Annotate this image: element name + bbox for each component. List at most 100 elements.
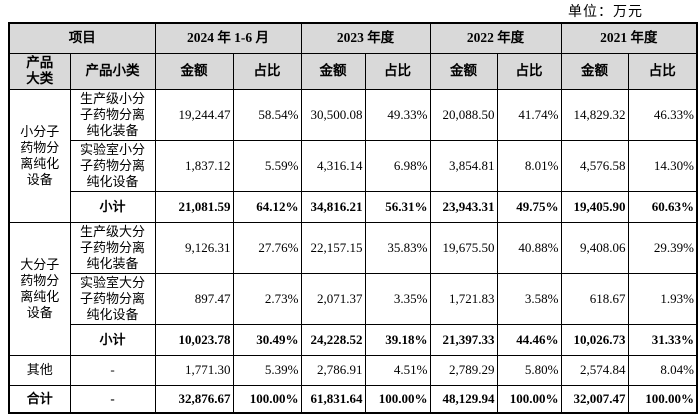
amount-cell: 21,081.59 <box>154 190 234 223</box>
ratio-cell: 3.58% <box>496 272 562 325</box>
ratio-cell: 2.73% <box>232 272 302 325</box>
ratio-cell: 49.75% <box>496 190 562 223</box>
amount-cell: 897.47 <box>154 272 234 325</box>
ratio-cell: 100.00% <box>627 384 698 414</box>
header-amount-2024: 金额 <box>154 52 234 90</box>
header-ratio-2022: 占比 <box>496 52 562 90</box>
header-amount-2021: 金额 <box>560 52 629 90</box>
ratio-cell: 5.80% <box>496 354 562 386</box>
header-amount-2022: 金额 <box>429 52 498 90</box>
header-amount-2023: 金额 <box>300 52 366 90</box>
header-ratio-2024: 占比 <box>232 52 302 90</box>
ratio-cell: 5.59% <box>232 139 302 192</box>
subcategory-label: 生产级大分 子药物分离 纯化装备 <box>69 221 156 274</box>
amount-cell: 30,500.08 <box>300 88 366 141</box>
amount-cell: 22,157.15 <box>300 221 366 274</box>
amount-cell: 2,789.29 <box>429 354 498 386</box>
amount-cell: 2,071.37 <box>300 272 366 325</box>
ratio-cell: 58.54% <box>232 88 302 141</box>
header-row-periods: 项目 2024 年 1-6 月 2023 年度 2022 年度 2021 年度 <box>8 22 698 54</box>
ratio-cell: 44.46% <box>496 323 562 356</box>
category-total: 合计 <box>8 384 71 414</box>
amount-cell: 34,816.21 <box>300 190 366 223</box>
ratio-cell: 100.00% <box>232 384 302 414</box>
header-period-2022: 2022 年度 <box>429 22 562 54</box>
amount-cell: 1,721.83 <box>429 272 498 325</box>
amount-cell: 1,837.12 <box>154 139 234 192</box>
subcategory-label: 实验室小分 子药物分离 纯化设备 <box>69 139 156 192</box>
subtotal-label: 小计 <box>69 323 156 356</box>
ratio-cell: 56.31% <box>364 190 431 223</box>
ratio-cell: 8.01% <box>496 139 562 192</box>
amount-cell: 32,876.67 <box>154 384 234 414</box>
ratio-cell: 49.33% <box>364 88 431 141</box>
row-prod-large-molecule: 大分子 药物分 离纯化 设备 生产级大分 子药物分离 纯化装备 9,126.31… <box>8 221 698 356</box>
amount-cell: 10,026.73 <box>560 323 629 356</box>
subcategory-label: 生产级小分 子药物分离 纯化装备 <box>69 88 156 141</box>
amount-cell: 9,408.06 <box>560 221 629 274</box>
row-subtotal-small-molecule: 小计 21,081.59 64.12% 34,816.21 56.31% 23,… <box>9 190 698 223</box>
amount-cell: 9,126.31 <box>154 221 234 274</box>
amount-cell: 618.67 <box>560 272 629 325</box>
ratio-cell: 4.51% <box>364 354 431 386</box>
amount-cell: 48,129.94 <box>429 384 498 414</box>
ratio-cell: 64.12% <box>232 190 302 223</box>
ratio-cell: 100.00% <box>364 384 431 414</box>
amount-cell: 21,397.33 <box>429 323 498 356</box>
ratio-cell: 31.33% <box>627 323 698 356</box>
ratio-cell: 1.93% <box>627 272 698 325</box>
ratio-cell: 100.00% <box>496 384 562 414</box>
amount-cell: 1,771.30 <box>154 354 234 386</box>
ratio-cell: 14.30% <box>627 139 698 192</box>
amount-cell: 2,574.84 <box>560 354 629 386</box>
product-revenue-table: 项目 2024 年 1-6 月 2023 年度 2022 年度 2021 年度 … <box>8 22 698 414</box>
category-other: 其他 <box>8 354 71 386</box>
header-period-2021: 2021 年度 <box>560 22 698 54</box>
amount-cell: 19,675.50 <box>429 221 498 274</box>
header-ratio-2023: 占比 <box>364 52 431 90</box>
header-row-columns: 产品 大类 产品小类 金额 占比 金额 占比 金额 占比 金额 占比 <box>8 52 698 90</box>
ratio-cell: 29.39% <box>627 221 698 274</box>
ratio-cell: 6.98% <box>364 139 431 192</box>
ratio-cell: 41.74% <box>496 88 562 141</box>
header-period-2024: 2024 年 1-6 月 <box>154 22 302 54</box>
category-small-molecule: 小分子 药物分 离纯化 设备 <box>8 88 71 223</box>
ratio-cell: 60.63% <box>627 190 698 223</box>
amount-cell: 10,023.78 <box>154 323 234 356</box>
dash-label: - <box>69 384 156 414</box>
amount-cell: 32,007.47 <box>560 384 629 414</box>
amount-cell: 4,576.58 <box>560 139 629 192</box>
row-other: 其他 - 1,771.30 5.39% 2,786.91 4.51% 2,789… <box>8 354 698 386</box>
row-lab-large-molecule: 实验室大分 子药物分离 纯化设备 897.47 2.73% 2,071.37 3… <box>9 272 698 325</box>
amount-cell: 20,088.50 <box>429 88 498 141</box>
ratio-cell: 39.18% <box>364 323 431 356</box>
row-prod-small-molecule: 小分子 药物分 离纯化 设备 生产级小分 子药物分离 纯化装备 19,244.4… <box>8 88 698 223</box>
subcategory-label: 实验室大分 子药物分离 纯化设备 <box>69 272 156 325</box>
amount-cell: 2,786.91 <box>300 354 366 386</box>
header-ratio-2021: 占比 <box>627 52 698 90</box>
amount-cell: 4,316.14 <box>300 139 366 192</box>
amount-cell: 3,854.81 <box>429 139 498 192</box>
header-product-subcategory: 产品小类 <box>69 52 156 90</box>
ratio-cell: 3.35% <box>364 272 431 325</box>
unit-label: 单位：万元 <box>568 5 643 20</box>
ratio-cell: 35.83% <box>364 221 431 274</box>
header-product-category: 产品 大类 <box>8 52 71 90</box>
ratio-cell: 30.49% <box>232 323 302 356</box>
header-period-2023: 2023 年度 <box>300 22 431 54</box>
ratio-cell: 5.39% <box>232 354 302 386</box>
row-total: 合计 - 32,876.67 100.00% 61,831.64 100.00%… <box>8 384 698 414</box>
ratio-cell: 8.04% <box>627 354 698 386</box>
subtotal-label: 小计 <box>69 190 156 223</box>
row-lab-small-molecule: 实验室小分 子药物分离 纯化设备 1,837.12 5.59% 4,316.14… <box>9 139 698 192</box>
row-subtotal-large-molecule: 小计 10,023.78 30.49% 24,228.52 39.18% 21,… <box>9 323 698 356</box>
amount-cell: 23,943.31 <box>429 190 498 223</box>
amount-cell: 24,228.52 <box>300 323 366 356</box>
ratio-cell: 46.33% <box>627 88 698 141</box>
amount-cell: 19,244.47 <box>154 88 234 141</box>
ratio-cell: 27.76% <box>232 221 302 274</box>
category-large-molecule: 大分子 药物分 离纯化 设备 <box>8 221 71 356</box>
amount-cell: 14,829.32 <box>560 88 629 141</box>
amount-cell: 61,831.64 <box>300 384 366 414</box>
amount-cell: 19,405.90 <box>560 190 629 223</box>
